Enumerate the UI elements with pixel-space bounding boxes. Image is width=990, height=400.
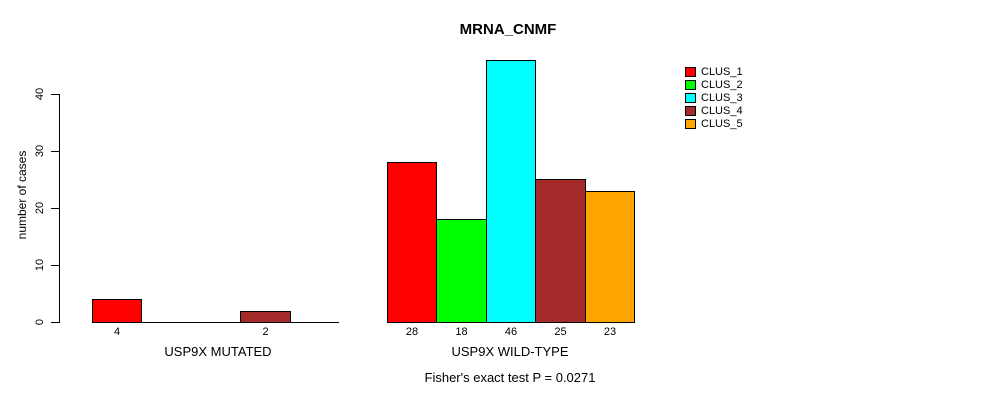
legend-swatch-clus-4 [685, 106, 696, 116]
fisher-test-annotation: Fisher's exact test P = 0.0271 [424, 370, 596, 385]
legend-label-clus-1: CLUS_1 [701, 66, 743, 78]
bar-usp9x-wild-type-clus_2 [436, 219, 487, 323]
y-tick-label-0: 0 [34, 318, 46, 326]
baseline-usp9x-mutated [92, 322, 339, 323]
y-tick-label-10: 10 [34, 258, 46, 272]
bar-value-usp9x-wild-type-clus_5: 23 [603, 326, 617, 338]
x-group-label-wildtype: USP9X WILD-TYPE [451, 344, 569, 359]
y-tick-10 [51, 265, 59, 266]
bar-value-usp9x-wild-type-clus_3: 46 [504, 326, 518, 338]
legend-swatch-clus-3 [685, 93, 696, 103]
bar-usp9x-mutated-clus_1 [92, 299, 142, 323]
x-group-label-mutated: USP9X MUTATED [164, 344, 272, 359]
y-tick-label-40: 40 [34, 87, 46, 101]
y-tick-20 [51, 208, 59, 209]
y-tick-label-20: 20 [34, 201, 46, 215]
bar-value-usp9x-wild-type-clus_2: 18 [455, 326, 468, 338]
legend-label-clus-2: CLUS_2 [701, 79, 743, 91]
bar-value-usp9x-wild-type-clus_4: 25 [554, 326, 567, 338]
y-tick-label-30: 30 [34, 144, 46, 158]
y-tick-40 [51, 94, 59, 95]
bar-value-usp9x-mutated-clus_4: 2 [262, 326, 269, 338]
legend-label-clus-4: CLUS_4 [701, 105, 743, 117]
legend-label-clus-5: CLUS_5 [701, 118, 743, 130]
bar-value-usp9x-wild-type-clus_1: 28 [405, 326, 419, 338]
y-axis-line [59, 94, 60, 323]
y-tick-0 [51, 322, 59, 323]
chart-title: MRNA_CNMF [459, 21, 557, 38]
bar-usp9x-wild-type-clus_1 [387, 162, 437, 323]
legend-label-clus-3: CLUS_3 [701, 92, 743, 104]
bar-usp9x-wild-type-clus_5 [585, 191, 635, 323]
bar-usp9x-wild-type-clus_4 [535, 179, 586, 323]
bar-value-usp9x-mutated-clus_1: 4 [113, 326, 121, 338]
legend-swatch-clus-2 [685, 80, 696, 90]
legend-swatch-clus-5 [685, 119, 696, 129]
y-tick-30 [51, 151, 59, 152]
y-axis-label: number of cases [15, 150, 29, 240]
bar-usp9x-mutated-clus_4 [240, 311, 291, 323]
legend-swatch-clus-1 [685, 67, 696, 77]
bar-usp9x-wild-type-clus_3 [486, 60, 536, 323]
